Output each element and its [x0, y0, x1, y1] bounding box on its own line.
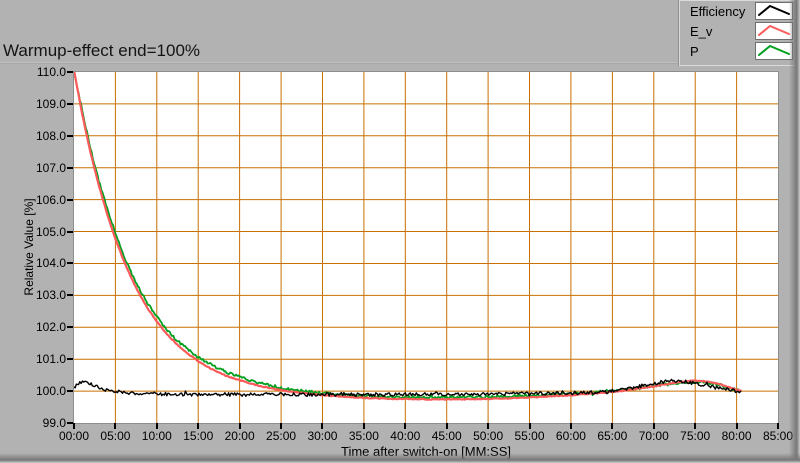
window-bottom-bevel	[0, 453, 800, 463]
y-tick-mark	[67, 262, 73, 265]
y-tick-label: 104.0	[35, 256, 66, 271]
x-tick-mark	[280, 423, 283, 429]
x-tick-mark	[652, 423, 655, 429]
x-tick-label: 25:00	[266, 429, 297, 443]
x-tick-mark	[528, 423, 531, 429]
x-tick-mark	[73, 423, 75, 429]
x-tick-label: 45:00	[431, 429, 462, 443]
y-tick-label: 99.0	[42, 416, 66, 430]
legend-item-p[interactable]: P	[679, 42, 800, 60]
x-tick-label: 50:00	[473, 429, 504, 443]
x-tick-mark	[487, 423, 490, 429]
y-tick-label: 106.0	[35, 192, 66, 207]
x-tick-mark	[445, 423, 448, 429]
x-tick-label: 05:00	[100, 429, 131, 443]
x-tick-label: 75:00	[680, 429, 711, 443]
chart-title: Warmup-effect end=100%	[3, 41, 201, 60]
x-tick-mark	[777, 423, 779, 429]
x-tick-mark	[569, 423, 572, 429]
line-sample-icon[interactable]	[755, 22, 793, 40]
legend: Efficiency E_v P	[678, 0, 800, 66]
x-tick-mark	[155, 423, 158, 429]
x-tick-label: 40:00	[390, 429, 421, 443]
x-tick-label: 85:00	[762, 429, 794, 443]
y-tick-mark	[67, 71, 73, 73]
y-tick-label: 110.0	[36, 65, 66, 79]
x-tick-label: 20:00	[224, 429, 255, 443]
legend-item-label: E_v	[690, 24, 713, 39]
x-tick-label: 30:00	[307, 429, 338, 443]
y-tick-label: 100.0	[35, 384, 66, 399]
y-tick-label: 109.0	[35, 96, 66, 111]
y-tick-mark	[67, 294, 73, 297]
y-tick-label: 103.0	[35, 288, 66, 303]
x-tick-label: 15:00	[183, 429, 214, 443]
x-tick-mark	[238, 423, 241, 429]
y-tick-mark	[67, 326, 73, 329]
y-tick-mark	[67, 134, 73, 137]
line-sample-icon[interactable]	[755, 2, 793, 20]
x-tick-label: 70:00	[638, 429, 669, 443]
legend-item-efficiency[interactable]: Efficiency	[679, 2, 800, 20]
line-sample-icon[interactable]	[755, 42, 793, 60]
x-tick-label: 60:00	[555, 429, 586, 443]
y-tick-label: 102.0	[35, 320, 66, 335]
x-tick-label: 80:00	[721, 429, 752, 443]
x-tick-mark	[404, 423, 407, 429]
y-tick-mark	[67, 390, 73, 393]
panel-groove-line	[0, 62, 679, 64]
y-tick-mark	[67, 102, 73, 105]
x-tick-label: 10:00	[141, 429, 172, 443]
legend-item-ev[interactable]: E_v	[679, 22, 800, 40]
x-tick-mark	[197, 423, 200, 429]
y-tick-mark	[67, 198, 73, 201]
x-tick-mark	[611, 423, 614, 429]
x-tick-mark	[114, 423, 117, 429]
x-tick-mark	[321, 423, 324, 429]
x-tick-label: 00:00	[58, 429, 90, 443]
window-right-bevel	[789, 0, 800, 463]
y-tick-label: 105.0	[35, 224, 66, 239]
y-tick-mark	[67, 230, 73, 233]
legend-item-label: P	[690, 44, 699, 59]
plot-canvas	[74, 72, 778, 423]
x-tick-label: 55:00	[514, 429, 545, 443]
legend-item-label: Efficiency	[690, 4, 746, 19]
y-tick-label: 101.0	[35, 352, 66, 367]
x-tick-label: 35:00	[348, 429, 379, 443]
y-tick-label: 107.0	[35, 160, 66, 175]
x-tick-mark	[362, 423, 365, 429]
y-tick-mark	[67, 358, 73, 361]
x-tick-label: 65:00	[597, 429, 628, 443]
plot-area	[73, 71, 779, 424]
x-tick-mark	[735, 423, 738, 429]
y-tick-mark	[67, 166, 73, 169]
x-tick-mark	[694, 423, 697, 429]
y-tick-label: 108.0	[35, 128, 66, 143]
y-axis-title: Relative Value [%]	[22, 198, 36, 296]
y-tick-mark	[67, 422, 73, 424]
